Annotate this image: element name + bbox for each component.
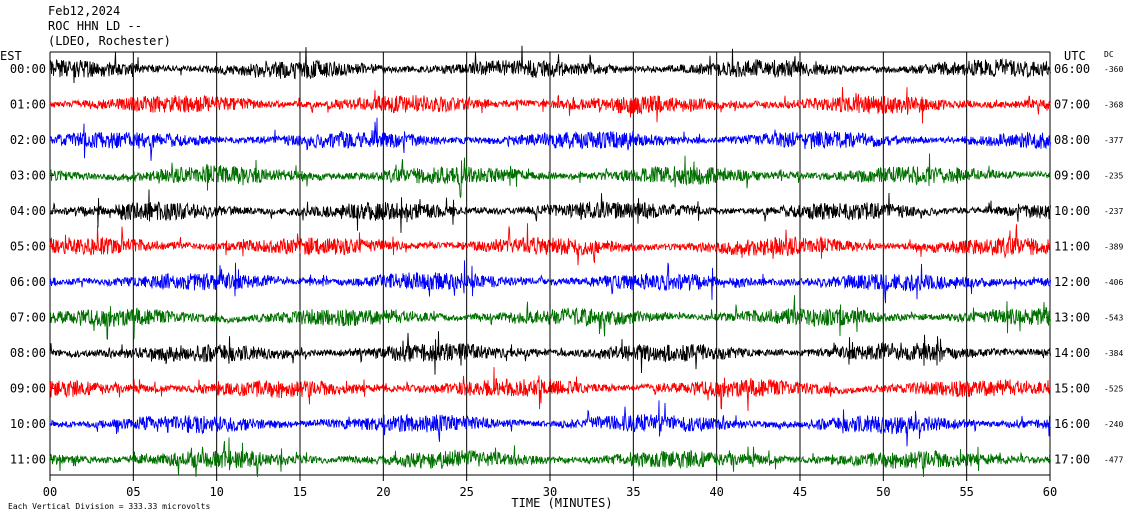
seismic-trace <box>49 117 1051 161</box>
seismic-trace <box>49 367 1051 412</box>
dc-offset-label: -477 <box>1104 456 1123 465</box>
utc-hour-label: 17:00 <box>1054 453 1090 467</box>
utc-hour-label: 07:00 <box>1054 98 1090 112</box>
x-tick-label: 10 <box>209 485 223 499</box>
est-hour-label: 05:00 <box>10 240 46 254</box>
est-hour-label: 01:00 <box>10 98 46 112</box>
utc-hour-label: 06:00 <box>1054 62 1090 76</box>
dc-offset-label: -360 <box>1104 65 1123 74</box>
seismic-trace <box>49 153 1051 198</box>
x-tick-label: 45 <box>793 485 807 499</box>
utc-hour-label: 16:00 <box>1054 417 1090 431</box>
dc-label: DC <box>1104 50 1114 59</box>
x-tick-label: 00 <box>43 485 57 499</box>
seismic-trace <box>49 223 1051 266</box>
chart-station: ROC HHN LD -- <box>48 19 142 33</box>
dc-offset-label: -525 <box>1104 385 1123 394</box>
utc-hour-label: 14:00 <box>1054 346 1090 360</box>
x-tick-label: 25 <box>459 485 473 499</box>
utc-hour-label: 15:00 <box>1054 382 1090 396</box>
x-tick-label: 60 <box>1043 485 1057 499</box>
est-hour-label: 08:00 <box>10 346 46 360</box>
dc-offset-label: -235 <box>1104 172 1123 181</box>
seismic-trace <box>49 295 1051 340</box>
dc-offset-label: -384 <box>1104 349 1123 358</box>
est-hour-label: 10:00 <box>10 417 46 431</box>
x-tick-label: 55 <box>959 485 973 499</box>
x-tick-label: 40 <box>709 485 723 499</box>
est-hour-label: 09:00 <box>10 382 46 396</box>
right-axis-label: UTC <box>1064 49 1086 63</box>
x-tick-label: 05 <box>126 485 140 499</box>
dc-offset-label: -377 <box>1104 136 1123 145</box>
x-axis-title: TIME (MINUTES) <box>511 496 612 510</box>
dc-offset-label: -368 <box>1104 101 1123 110</box>
est-hour-label: 02:00 <box>10 133 46 147</box>
dc-offset-label: -237 <box>1104 207 1123 216</box>
seismic-trace <box>49 86 1051 124</box>
seismic-trace <box>49 437 1051 478</box>
est-hour-label: 04:00 <box>10 204 46 218</box>
utc-hour-label: 13:00 <box>1054 311 1090 325</box>
est-hour-label: 06:00 <box>10 275 46 289</box>
left-axis-label: EST <box>0 49 22 63</box>
utc-hour-label: 10:00 <box>1054 204 1090 218</box>
dc-offset-label: -543 <box>1104 314 1123 323</box>
x-tick-label: 20 <box>376 485 390 499</box>
scale-note: Each Vertical Division = 333.33 microvol… <box>8 502 210 511</box>
chart-network: (LDEO, Rochester) <box>48 34 171 48</box>
seismic-trace <box>49 189 1051 233</box>
x-tick-label: 30 <box>543 485 557 499</box>
x-tick-label: 15 <box>293 485 307 499</box>
x-tick-label: 35 <box>626 485 640 499</box>
seismic-trace <box>49 45 1051 84</box>
dc-offset-label: -406 <box>1104 278 1123 287</box>
chart-date: Feb12,2024 <box>48 4 121 18</box>
utc-hour-label: 08:00 <box>1054 133 1090 147</box>
x-tick-label: 50 <box>876 485 890 499</box>
dc-offset-label: -240 <box>1104 420 1123 429</box>
seismic-trace <box>49 400 1051 447</box>
est-hour-label: 11:00 <box>10 453 46 467</box>
utc-hour-label: 12:00 <box>1054 275 1090 289</box>
utc-hour-label: 11:00 <box>1054 240 1090 254</box>
est-hour-label: 00:00 <box>10 62 46 76</box>
seismic-trace <box>49 260 1051 304</box>
seismic-trace <box>49 331 1051 375</box>
utc-hour-label: 09:00 <box>1054 169 1090 183</box>
est-hour-label: 07:00 <box>10 311 46 325</box>
est-hour-label: 03:00 <box>10 169 46 183</box>
dc-offset-label: -389 <box>1104 243 1123 252</box>
